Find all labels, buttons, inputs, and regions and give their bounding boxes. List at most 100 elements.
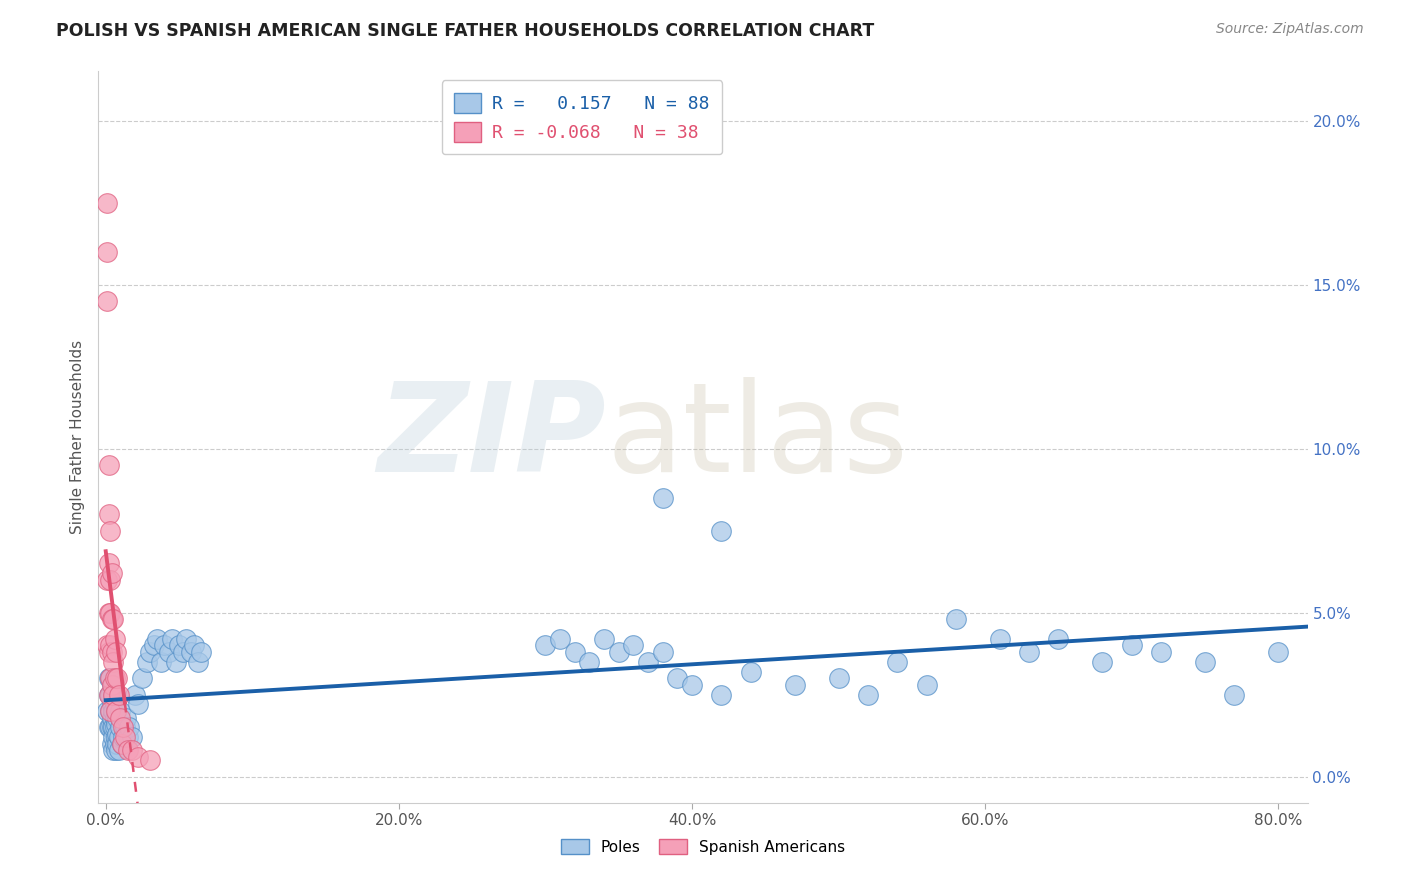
Point [100, 737, 122, 751]
Point [114, 720, 136, 734]
Point [1150, 645, 1173, 659]
Point [103, 671, 125, 685]
Y-axis label: Single Father Households: Single Father Households [70, 340, 86, 534]
Point [1047, 632, 1070, 646]
Point [98, 638, 121, 652]
Point [117, 743, 139, 757]
Point [97, 688, 120, 702]
Point [115, 710, 138, 724]
Point [681, 678, 703, 692]
Point [101, 655, 124, 669]
Point [564, 645, 586, 659]
Point [112, 720, 135, 734]
Point [1267, 645, 1289, 659]
Point [1121, 638, 1143, 652]
Point [886, 655, 908, 669]
Point [827, 671, 849, 685]
Point [103, 737, 125, 751]
Text: atlas: atlas [606, 376, 908, 498]
Point [988, 632, 1011, 646]
Point [138, 645, 160, 659]
Point [101, 688, 124, 702]
Point [1018, 645, 1040, 659]
Point [107, 710, 129, 724]
Point [112, 730, 135, 744]
Point [96, 704, 118, 718]
Point [98, 524, 121, 538]
Point [98, 606, 121, 620]
Point [96, 638, 118, 652]
Point [187, 655, 209, 669]
Point [111, 737, 134, 751]
Point [740, 665, 762, 679]
Point [100, 678, 122, 692]
Point [101, 730, 124, 744]
Point [108, 743, 131, 757]
Point [96, 573, 118, 587]
Point [96, 293, 118, 308]
Point [98, 704, 121, 718]
Point [1091, 655, 1114, 669]
Point [96, 244, 118, 259]
Point [135, 655, 157, 669]
Point [107, 727, 129, 741]
Point [176, 632, 198, 646]
Point [117, 730, 139, 744]
Point [100, 710, 122, 724]
Point [98, 671, 121, 685]
Point [97, 557, 120, 571]
Point [124, 688, 146, 702]
Point [127, 750, 149, 764]
Point [121, 743, 143, 757]
Point [783, 678, 806, 692]
Point [110, 710, 132, 724]
Point [127, 698, 149, 712]
Point [114, 730, 136, 744]
Point [621, 638, 644, 652]
Point [1223, 688, 1246, 702]
Point [143, 638, 166, 652]
Point [98, 688, 121, 702]
Point [534, 638, 557, 652]
Point [103, 710, 125, 724]
Point [710, 688, 733, 702]
Point [150, 655, 173, 669]
Point [945, 612, 967, 626]
Point [101, 720, 124, 734]
Text: POLISH VS SPANISH AMERICAN SINGLE FATHER HOUSEHOLDS CORRELATION CHART: POLISH VS SPANISH AMERICAN SINGLE FATHER… [56, 22, 875, 40]
Point [710, 524, 733, 538]
Point [103, 720, 125, 734]
Point [651, 491, 673, 505]
Point [97, 671, 120, 685]
Point [100, 678, 122, 692]
Point [100, 612, 122, 626]
Point [105, 730, 128, 744]
Point [138, 753, 160, 767]
Point [180, 645, 202, 659]
Point [105, 704, 128, 718]
Point [111, 737, 134, 751]
Point [183, 638, 205, 652]
Point [167, 638, 190, 652]
Point [98, 720, 121, 734]
Point [97, 458, 120, 472]
Point [100, 566, 122, 581]
Point [101, 612, 124, 626]
Point [548, 632, 571, 646]
Point [101, 743, 124, 757]
Point [157, 645, 180, 659]
Point [110, 720, 132, 734]
Point [165, 655, 187, 669]
Text: Source: ZipAtlas.com: Source: ZipAtlas.com [1216, 22, 1364, 37]
Point [131, 671, 153, 685]
Text: ZIP: ZIP [378, 376, 606, 498]
Point [190, 645, 212, 659]
Point [153, 638, 176, 652]
Point [100, 698, 122, 712]
Point [101, 688, 124, 702]
Point [97, 645, 120, 659]
Point [101, 704, 124, 718]
Point [110, 704, 132, 718]
Point [97, 606, 120, 620]
Point [97, 507, 120, 521]
